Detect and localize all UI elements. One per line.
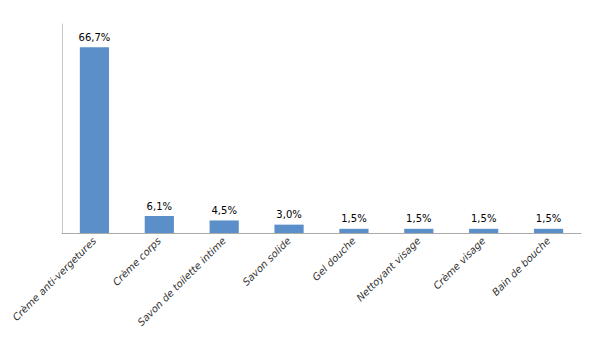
svg-text:Crème visage: Crème visage: [431, 235, 487, 291]
svg-text:Bain de bouche: Bain de bouche: [490, 235, 553, 298]
svg-text:3,0%: 3,0%: [276, 209, 301, 220]
svg-text:4,5%: 4,5%: [211, 205, 236, 216]
svg-text:Savon solide: Savon solide: [240, 235, 293, 288]
svg-text:1,5%: 1,5%: [471, 213, 496, 224]
svg-text:66,7%: 66,7%: [79, 32, 111, 43]
svg-text:1,5%: 1,5%: [406, 213, 431, 224]
svg-text:6,1%: 6,1%: [147, 201, 172, 212]
svg-text:Savon de toilette intime: Savon de toilette intime: [135, 235, 228, 328]
svg-text:Nettoyant visage: Nettoyant visage: [354, 235, 422, 303]
svg-text:Crème anti-vergetures: Crème anti-vergetures: [10, 235, 98, 323]
svg-text:Gel douche: Gel douche: [310, 235, 358, 283]
svg-text:1,5%: 1,5%: [341, 213, 366, 224]
svg-text:1,5%: 1,5%: [536, 213, 561, 224]
svg-text:Crème corps: Crème corps: [111, 235, 164, 288]
